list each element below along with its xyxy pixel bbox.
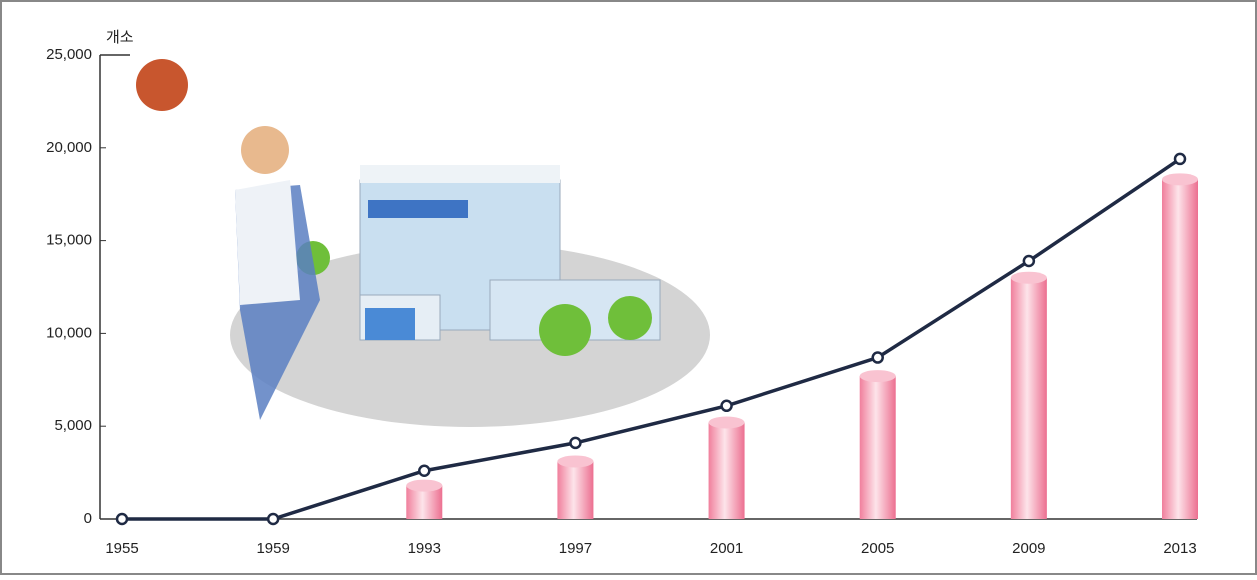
x-tick-label: 1955 bbox=[105, 540, 138, 557]
y-tick-label: 0 bbox=[84, 510, 92, 527]
line-point bbox=[871, 351, 884, 364]
line-point bbox=[720, 399, 733, 413]
illustration bbox=[136, 59, 710, 427]
line-point bbox=[1022, 254, 1036, 268]
bar bbox=[1162, 173, 1198, 520]
bar bbox=[708, 416, 745, 519]
line-point bbox=[569, 436, 582, 450]
line-point bbox=[266, 512, 280, 526]
bar bbox=[859, 370, 896, 519]
x-tick-label: 2005 bbox=[861, 540, 894, 557]
line bbox=[122, 157, 1181, 521]
bar bbox=[1010, 271, 1047, 519]
y-tick-label: 20,000 bbox=[46, 139, 92, 156]
x-tick-label: 1993 bbox=[408, 540, 441, 557]
y-tick-label: 10,000 bbox=[46, 324, 92, 341]
x-tick-label: 2013 bbox=[1163, 540, 1196, 557]
y-axis-label: 개소 bbox=[106, 29, 134, 46]
x-tick-label: 2009 bbox=[1012, 540, 1045, 557]
x-tick-label: 1959 bbox=[256, 540, 289, 557]
y-tick-label: 25,000 bbox=[46, 46, 92, 63]
line-point bbox=[1173, 152, 1187, 166]
bar bbox=[406, 479, 443, 519]
line-point bbox=[418, 464, 431, 477]
x-tick-label: 1997 bbox=[559, 540, 592, 557]
line-point bbox=[115, 512, 129, 526]
bar bbox=[557, 455, 594, 519]
y-tick-label: 5,000 bbox=[54, 417, 92, 434]
x-tick-label: 2001 bbox=[710, 540, 743, 557]
y-tick-label: 15,000 bbox=[46, 232, 92, 249]
